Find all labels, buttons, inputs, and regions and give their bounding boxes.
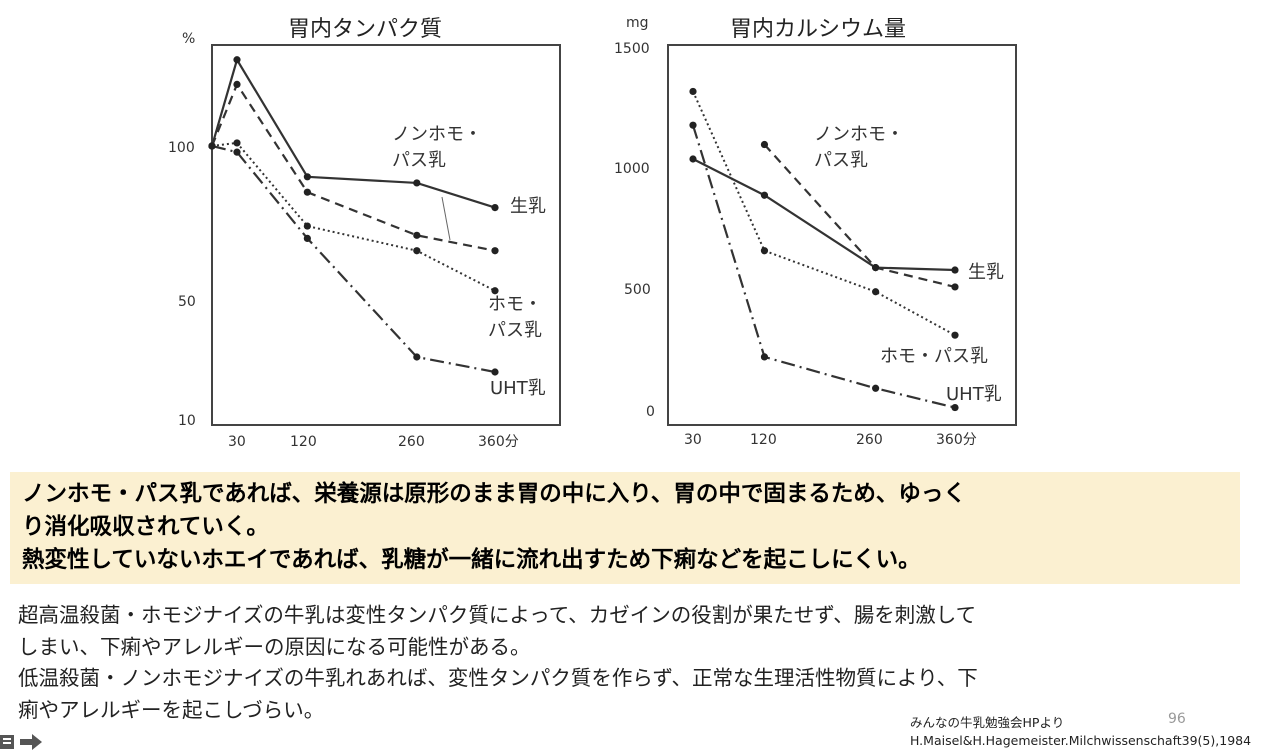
series-line-2	[210, 82, 496, 252]
annotation-nonhomo: ノンホモ・	[392, 124, 482, 145]
data-point	[951, 266, 959, 274]
data-point	[413, 231, 421, 239]
data-point	[303, 173, 311, 181]
data-point	[233, 148, 241, 156]
protein-chart: 胃内タンパク質 % 100 50 10 30 120 260 360分 ノンホモ…	[160, 0, 580, 465]
body-line: 低温殺菌・ノンホモジナイズの牛乳れあれば、変性タンパク質を作らず、正常な生理活性…	[18, 666, 978, 690]
annotation-uht: UHT乳	[490, 378, 546, 399]
data-point	[760, 140, 769, 149]
highlight-line: 熱変性していないホエイであれば、乳糖が一緒に流れ出すため下痢などを起こしにくい。	[22, 547, 921, 573]
data-point	[413, 179, 421, 187]
y-unit-label: mg	[626, 15, 649, 31]
annotation-raw-milk: 生乳	[968, 262, 1004, 283]
data-point	[233, 139, 241, 147]
slide-nav-svg	[0, 734, 42, 750]
annotation-nonhomo: ノンホモ・	[814, 124, 904, 145]
slide-menu-icon[interactable]	[0, 735, 14, 749]
data-point	[413, 353, 421, 361]
slide-nav	[0, 730, 48, 752]
body-line: 超高温殺菌・ホモジナイズの牛乳は変性タンパク質によって、カゼインの役割が果たせず…	[18, 603, 977, 627]
y-unit-label: %	[182, 31, 195, 47]
x-tick-label: 260	[856, 432, 883, 448]
y-tick-label: 1500	[614, 41, 650, 57]
x-tick-label: 360分	[478, 434, 519, 450]
data-point	[413, 247, 421, 255]
x-tick-label: 360分	[936, 432, 977, 448]
data-point	[951, 403, 959, 412]
body-paragraph: 超高温殺菌・ホモジナイズの牛乳は変性タンパク質によって、カゼインの役割が果たせず…	[18, 600, 1238, 726]
x-tick-label: 30	[228, 434, 246, 450]
chart-title: 胃内タンパク質	[288, 17, 442, 42]
series-group	[208, 56, 499, 376]
body-line: しまい、下痢やアレルギーの原因になる可能性がある。	[18, 634, 531, 659]
series-line-3	[211, 141, 496, 292]
next-arrow-icon[interactable]	[20, 734, 42, 750]
data-point	[491, 204, 499, 212]
chart-title: 胃内カルシウム量	[730, 17, 906, 42]
plot-frame	[667, 44, 1017, 426]
data-point	[303, 222, 311, 230]
data-point	[491, 368, 499, 376]
annotation-raw-milk: 生乳	[510, 196, 546, 217]
plot-frame	[211, 44, 561, 426]
x-tick-label: 120	[290, 434, 317, 450]
data-point	[303, 188, 311, 196]
page-number: 96	[1168, 711, 1186, 727]
y-tick-label: 500	[624, 282, 651, 298]
data-point	[233, 80, 241, 88]
data-point	[491, 247, 499, 255]
data-point	[689, 121, 697, 129]
data-point	[872, 384, 880, 392]
x-tick-label: 120	[750, 432, 777, 448]
annotation-uht: UHT乳	[946, 384, 1002, 405]
highlight-line: ノンホモ・パス乳であれば、栄養源は原形のまま胃の中に入り、胃の中で固まるため、ゆ…	[22, 481, 966, 507]
highlight-text: ノンホモ・パス乳であれば、栄養源は原形のまま胃の中に入り、胃の中で固まるため、ゆ…	[10, 472, 1240, 577]
data-point	[760, 247, 769, 255]
source-line: H.Maisel&H.Hagemeister.Milchwissenschaft…	[910, 733, 1252, 748]
source-citation: みんなの牛乳勉強会HPより H.Maisel&H.Hagemeister.Mil…	[910, 714, 1251, 750]
body-text: 超高温殺菌・ホモジナイズの牛乳は変性タンパク質によって、カゼインの役割が果たせず…	[18, 600, 1238, 726]
protein-chart-svg: 胃内タンパク質 % 100 50 10 30 120 260 360分 ノンホモ…	[168, 17, 561, 450]
data-point	[760, 353, 769, 361]
data-point	[208, 142, 216, 150]
annotation-nonhomo: パス乳	[392, 150, 446, 171]
data-point	[233, 56, 241, 64]
y-tick-label: 50	[178, 294, 196, 310]
data-point	[491, 287, 499, 295]
data-point	[872, 288, 880, 296]
data-point	[689, 87, 697, 96]
annotation-leader-line	[441, 196, 451, 241]
annotation-homo: パス乳	[488, 320, 542, 341]
series-line-1	[692, 158, 956, 272]
calcium-chart: 胃内カルシウム量 mg 1500 1000 500 0 30 120 260 3…	[600, 0, 1030, 465]
highlight-box: ノンホモ・パス乳であれば、栄養源は原形のまま胃の中に入り、胃の中で固まるため、ゆ…	[10, 472, 1240, 584]
y-tick-label: 100	[168, 140, 195, 156]
y-tick-label: 0	[646, 404, 655, 420]
y-tick-label: 1000	[614, 161, 650, 177]
data-point	[689, 155, 697, 163]
data-point	[951, 283, 959, 291]
highlight-line: り消化吸収されていく。	[22, 514, 269, 540]
series-line-4	[691, 124, 956, 409]
data-point	[951, 331, 959, 339]
data-point	[760, 191, 769, 199]
series-group	[689, 87, 959, 412]
data-point	[872, 264, 880, 272]
x-tick-label: 30	[684, 432, 702, 448]
annotation-homo: ホモ・	[488, 294, 542, 315]
y-tick-label: 10	[178, 413, 196, 429]
data-point	[303, 234, 311, 242]
annotation-homo: ホモ・パス乳	[880, 346, 988, 367]
annotation-nonhomo: パス乳	[814, 150, 868, 171]
source-line: みんなの牛乳勉強会HPより	[910, 715, 1065, 730]
body-line: 痢やアレルギーを起こしづらい。	[18, 697, 325, 722]
x-tick-label: 260	[398, 434, 425, 450]
calcium-chart-svg: 胃内カルシウム量 mg 1500 1000 500 0 30 120 260 3…	[614, 15, 1017, 448]
